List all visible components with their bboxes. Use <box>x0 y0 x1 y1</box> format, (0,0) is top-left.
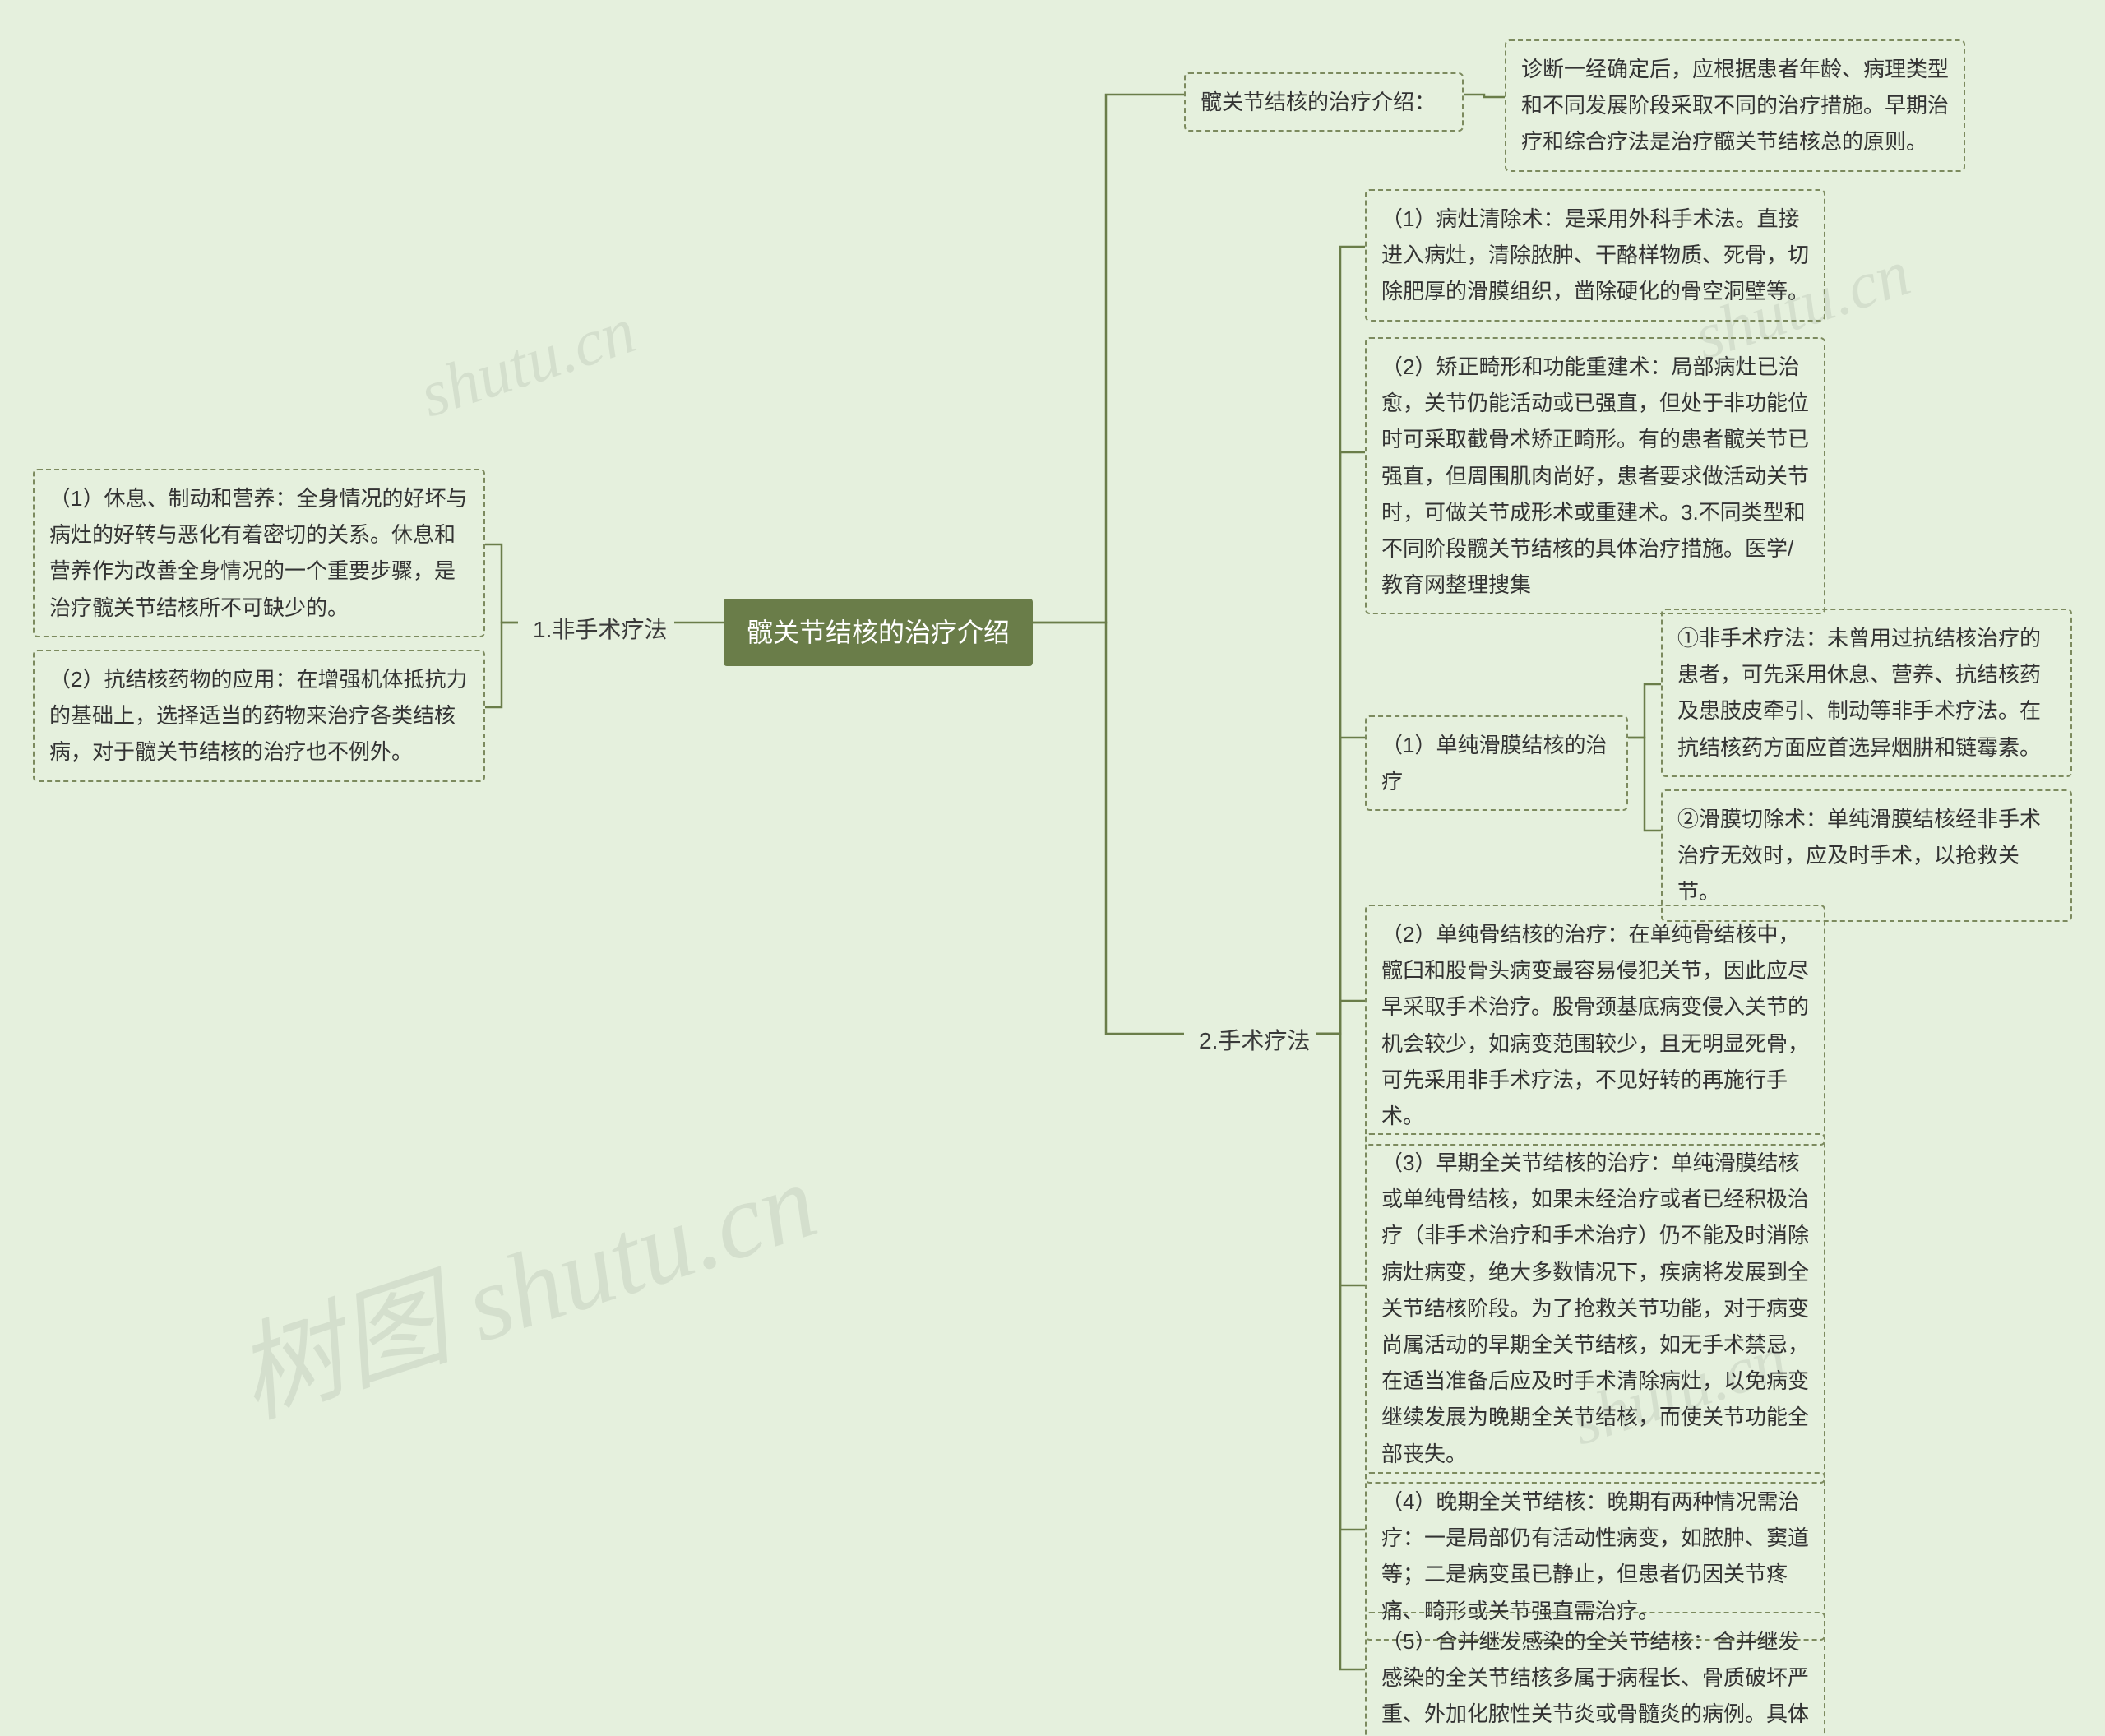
connector <box>1316 247 1365 1034</box>
node-n_nonop_1[interactable]: （1）休息、制动和营养：全身情况的好坏与病灶的好转与恶化有着密切的关系。休息和营… <box>33 469 485 637</box>
connector <box>485 623 518 707</box>
node-n_op_1b[interactable]: ②滑膜切除术：单纯滑膜结核经非手术治疗无效时，应及时手术，以抢救关节。 <box>1661 789 2072 922</box>
watermark: shutu.cn <box>411 294 645 433</box>
watermark: 树图 shutu.cn <box>214 1114 832 1447</box>
connector <box>1628 738 1661 831</box>
mindmap-canvas: shutu.cn树图 shutu.cnshutu.cnshutu.cn髋关节结核… <box>0 0 2105 1736</box>
connector <box>1028 623 1184 1034</box>
connector <box>485 544 518 623</box>
connector <box>1316 1034 1365 1669</box>
connector <box>1316 1034 1365 1285</box>
node-n_nonop[interactable]: 1.非手术疗法 <box>518 600 707 660</box>
node-n_op_2[interactable]: （2）单纯骨结核的治疗：在单纯骨结核中，髋臼和股骨头病变最容易侵犯关节，因此应尽… <box>1365 905 1825 1146</box>
node-n_op_1[interactable]: （1）单纯滑膜结核的治疗 <box>1365 715 1628 811</box>
connector <box>1316 1034 1365 1530</box>
connector <box>1028 95 1184 623</box>
node-n_op[interactable]: 2.手术疗法 <box>1184 1012 1324 1071</box>
connector <box>1464 95 1505 97</box>
node-n_op_b[interactable]: （2）矫正畸形和功能重建术：局部病灶已治愈，关节仍能活动或已强直，但处于非功能位… <box>1365 337 1825 614</box>
node-n_op_5[interactable]: （5）合并继发感染的全关节结核：合并继发感染的全关节结核多属于病程长、骨质破坏严… <box>1365 1612 1825 1736</box>
node-n_op_3[interactable]: （3）早期全关节结核的治疗：单纯滑膜结核或单纯骨结核，如果未经治疗或者已经积极治… <box>1365 1133 1825 1484</box>
root-node[interactable]: 髋关节结核的治疗介绍 <box>724 599 1033 666</box>
node-n_intro[interactable]: 髋关节结核的治疗介绍： <box>1184 72 1464 132</box>
connector <box>1316 738 1365 1034</box>
node-n_op_1a[interactable]: ①非手术疗法：未曾用过抗结核治疗的患者，可先采用休息、营养、抗结核药及患肢皮牵引… <box>1661 609 2072 777</box>
node-n_op_a[interactable]: （1）病灶清除术：是采用外科手术法。直接进入病灶，清除脓肿、干酪样物质、死骨，切… <box>1365 189 1825 322</box>
connector <box>1316 452 1365 1034</box>
connector <box>1628 684 1661 738</box>
node-n_intro_desc[interactable]: 诊断一经确定后，应根据患者年龄、病理类型和不同发展阶段采取不同的治疗措施。早期治… <box>1505 39 1965 172</box>
node-n_nonop_2[interactable]: （2）抗结核药物的应用：在增强机体抵抗力的基础上，选择适当的药物来治疗各类结核病… <box>33 650 485 782</box>
